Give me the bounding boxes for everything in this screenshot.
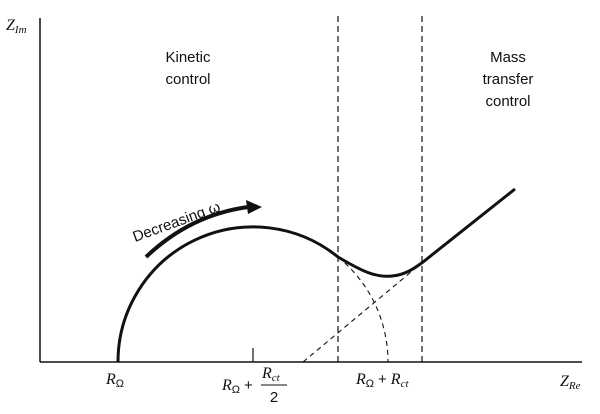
x-axis-label: ZRe: [560, 373, 581, 392]
text-part: R: [105, 371, 116, 388]
x-mark-label: RΩ: [105, 371, 124, 390]
annotation: Decreasing ω: [131, 198, 223, 245]
y-axis-label: ZIm: [6, 17, 27, 36]
region-label: Kinetic: [165, 49, 211, 66]
text-part: Re: [568, 380, 581, 392]
text-part: Ω: [366, 378, 374, 390]
text-part: Ω: [116, 378, 124, 390]
impedance-curve: [116, 187, 516, 363]
text-part: Im: [14, 24, 27, 36]
region-label: transfer: [483, 71, 534, 88]
region-label: control: [485, 93, 530, 110]
semicircle-extrapolation: [337, 256, 389, 363]
text-part: R: [390, 371, 401, 388]
x-mark-label: RΩ +: [221, 377, 253, 396]
text-part: +: [244, 377, 253, 394]
text-part: +: [378, 371, 387, 388]
text-part: R: [261, 365, 272, 382]
text-part: R: [355, 371, 366, 388]
region-label: control: [165, 71, 210, 88]
text-part: R: [221, 377, 232, 394]
text-part: Z: [6, 17, 16, 34]
x-mark-label: 2: [270, 389, 278, 406]
text-part: ct: [272, 372, 281, 384]
text-part: Z: [560, 373, 570, 390]
x-mark-label: RΩ + Rct: [355, 371, 409, 390]
x-mark-label: Rct: [261, 365, 281, 384]
text-part: Ω: [232, 384, 240, 396]
warburg-extrapolation: [302, 261, 424, 363]
arrowhead: [246, 200, 262, 214]
region-label: Mass: [490, 49, 526, 66]
text-part: ct: [401, 378, 410, 390]
arrow: [144, 205, 249, 259]
